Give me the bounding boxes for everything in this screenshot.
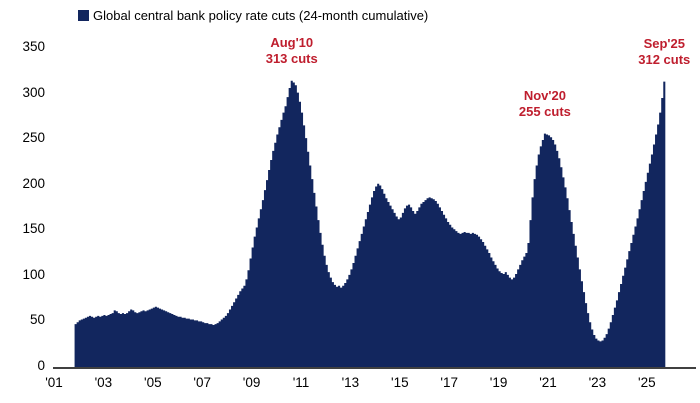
x-tick-label: '13 — [341, 375, 360, 390]
peak-annotation: Sep'25 312 cuts — [638, 36, 690, 68]
y-tick-label: 300 — [22, 84, 45, 100]
y-tick-label: 350 — [22, 39, 45, 54]
x-tick-label: '01 — [45, 375, 63, 390]
annotation-date-label: Nov'20 — [523, 87, 566, 103]
annotation-cuts-label: 312 cuts — [638, 51, 691, 67]
x-tick-label: '09 — [242, 375, 261, 390]
y-tick-label: 250 — [22, 130, 45, 146]
x-tick-label: '05 — [144, 375, 162, 390]
legend-swatch-icon — [78, 9, 89, 21]
x-tick-label: '07 — [193, 375, 211, 390]
annotation-date-label: Sep'25 — [643, 35, 685, 51]
annotation-date-label: Aug'10 — [270, 34, 314, 50]
annotation-cuts-label: 313 cuts — [265, 50, 318, 66]
y-tick-label: 100 — [22, 266, 45, 282]
x-tick-label: '25 — [638, 375, 656, 390]
area-series — [74, 80, 666, 368]
y-tick-label: 150 — [22, 221, 45, 237]
x-tick-label: '17 — [440, 375, 458, 390]
x-tick-label: '03 — [94, 375, 113, 390]
legend: Global central bank policy rate cuts (24… — [78, 6, 428, 24]
y-tick-label: 50 — [29, 312, 45, 328]
x-tick-label: '11 — [292, 375, 310, 390]
annotation-cuts-label: 255 cuts — [518, 103, 571, 119]
x-tick-label: '21 — [539, 375, 557, 390]
y-tick-label: 0 — [37, 358, 45, 373]
legend-label: Global central bank policy rate cuts (24… — [93, 7, 429, 23]
y-tick-label: 200 — [22, 175, 45, 191]
x-tick-label: '15 — [391, 375, 409, 390]
peak-annotation: Nov'20 255 cuts — [519, 88, 571, 120]
peak-annotation: Aug'10 313 cuts — [266, 35, 318, 67]
x-tick-label: '19 — [489, 375, 508, 390]
x-tick-label: '23 — [588, 375, 607, 390]
